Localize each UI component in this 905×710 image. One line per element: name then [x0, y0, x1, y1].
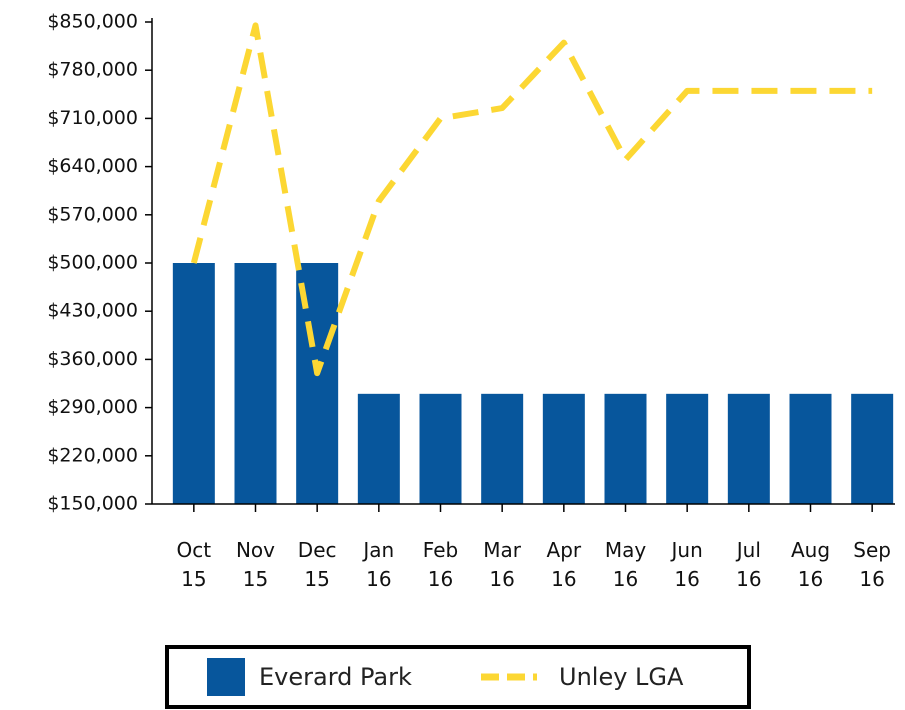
y-tick-label: $150,000 [47, 493, 138, 515]
bar [851, 393, 894, 504]
legend-label: Everard Park [259, 663, 412, 691]
legend-swatch [481, 673, 537, 681]
y-tick-label: $710,000 [47, 107, 138, 129]
x-tick-label: Aug 16 [790, 538, 831, 591]
legend: Everard Park Unley LGA [165, 645, 751, 709]
bar [542, 393, 585, 504]
y-tick-label: $780,000 [47, 59, 138, 81]
y-tick-label: $570,000 [47, 203, 138, 225]
y-tick-label: $430,000 [47, 300, 138, 322]
x-tick-label: Feb 16 [422, 538, 459, 591]
x-tick-label: Mar 16 [483, 538, 522, 591]
bar [666, 393, 709, 504]
x-tick-label: Apr 16 [546, 538, 582, 591]
plot: $150,000 $220,000 $290,000 $360,000 $430,000… [47, 11, 895, 515]
legend-swatch [207, 658, 245, 696]
x-tick-label: Dec 15 [297, 538, 337, 591]
y-tick-label: $850,000 [47, 11, 138, 33]
bar [419, 393, 462, 504]
legend-label: Unley LGA [559, 663, 684, 691]
x-tick-label: Sep 16 [853, 538, 891, 591]
x-tick-label: Jan 16 [363, 538, 395, 591]
x-tick-label: May 16 [604, 538, 647, 591]
bar [481, 393, 524, 504]
bar [604, 393, 647, 504]
bar [172, 263, 215, 504]
x-tick-label: Jul 16 [736, 538, 762, 591]
x-tick-label: Oct 15 [176, 538, 212, 591]
line [190, 22, 873, 377]
y-tick-label: $360,000 [47, 348, 138, 370]
x-tick-label: Jun 16 [671, 538, 703, 591]
x-tick-label: Nov 15 [235, 538, 276, 591]
y-tick-label: $220,000 [47, 444, 138, 466]
bar [789, 393, 832, 504]
bar [234, 263, 277, 504]
y-tick-label: $290,000 [47, 396, 138, 418]
bar [357, 393, 400, 504]
y-tick-label: $640,000 [47, 155, 138, 177]
bar [727, 393, 770, 504]
y-tick-label: $500,000 [47, 252, 138, 274]
legend-mark [207, 658, 245, 696]
